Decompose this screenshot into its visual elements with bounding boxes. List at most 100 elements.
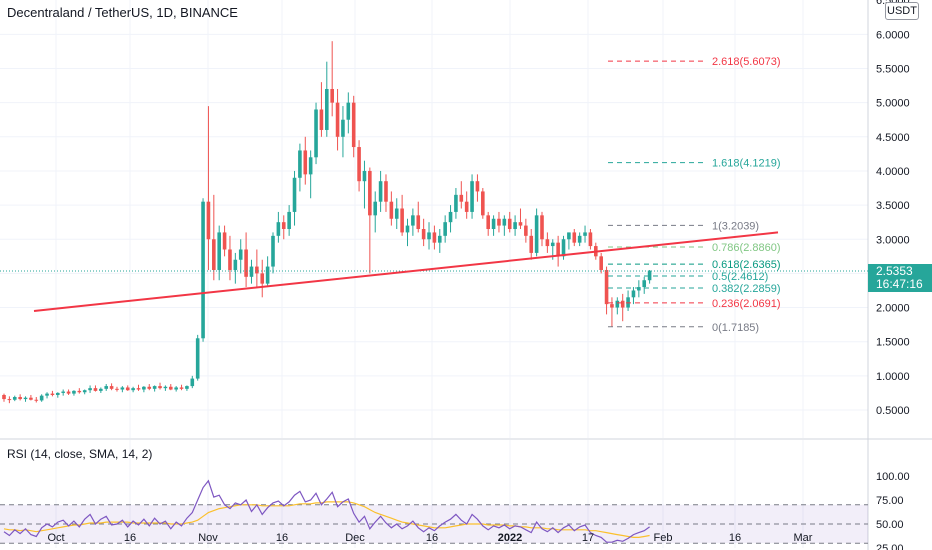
candle xyxy=(384,174,388,212)
time-axis[interactable]: Oct 16 Nov 16 Dec 16 2022 17 Feb 16 Mar xyxy=(47,532,812,544)
price-tick-label: 2.0000 xyxy=(876,303,910,315)
rsi-axis[interactable]: 100.00 75.00 50.00 25.00 xyxy=(876,471,910,550)
price-tick-label: 5.0000 xyxy=(876,98,910,110)
fib-level[interactable]: 0(1.7185) xyxy=(608,322,759,334)
fib-level-label: 1.618(4.1219) xyxy=(712,158,781,170)
candle xyxy=(583,225,587,243)
candle xyxy=(190,375,195,389)
candle xyxy=(524,218,528,243)
candle xyxy=(341,106,345,158)
time-tick-label: Feb xyxy=(654,532,673,544)
price-tick-label: 3.0000 xyxy=(876,234,910,246)
fib-level[interactable]: 0.786(2.8860) xyxy=(608,242,781,254)
candle xyxy=(308,150,313,199)
candle xyxy=(201,198,205,342)
candle xyxy=(497,211,501,233)
candle xyxy=(642,276,647,294)
fib-level[interactable]: 0.382(2.2859) xyxy=(608,283,781,295)
candle xyxy=(567,232,571,250)
fibonacci-levels[interactable]: 2.618(5.6073) 1.618(4.1219) 1(3.2039) 0.786… xyxy=(608,56,781,334)
candle xyxy=(238,239,243,274)
rsi-tick-label: 100.00 xyxy=(876,471,910,483)
candle xyxy=(437,229,442,253)
rsi-band xyxy=(0,504,868,544)
candle xyxy=(174,386,178,392)
candle xyxy=(45,392,49,399)
candle xyxy=(298,143,302,192)
candle xyxy=(147,384,152,391)
candle xyxy=(136,384,141,391)
candle xyxy=(405,218,410,247)
candle xyxy=(265,256,270,288)
candle xyxy=(481,188,485,219)
candle xyxy=(454,188,458,219)
fib-level-label: 0.618(2.6365) xyxy=(712,259,781,271)
price-tick-label: 1.0000 xyxy=(876,371,910,383)
candle xyxy=(18,394,22,401)
rsi-sma-line xyxy=(3,501,650,538)
trendline[interactable] xyxy=(33,231,779,312)
candle xyxy=(325,61,329,137)
candle xyxy=(411,208,415,236)
candle xyxy=(88,385,92,393)
last-price-tag: 2.5353 16:47:16 xyxy=(868,264,932,292)
fib-level[interactable]: 2.618(5.6073) xyxy=(608,56,781,68)
time-tick-label: 16 xyxy=(729,532,741,544)
candle xyxy=(249,259,254,284)
candle xyxy=(260,259,265,298)
candle xyxy=(195,334,200,381)
candle xyxy=(502,215,507,236)
candle xyxy=(394,198,399,230)
candle xyxy=(486,211,490,236)
candle xyxy=(233,252,238,284)
candle xyxy=(185,385,189,391)
candle xyxy=(77,388,82,394)
candle xyxy=(56,392,60,398)
candle xyxy=(615,297,620,315)
candle xyxy=(12,395,17,402)
rsi-tick-label: 75.00 xyxy=(876,495,904,507)
rsi-series xyxy=(3,479,650,543)
trendline-segment[interactable] xyxy=(33,231,779,312)
currency-badge[interactable]: USDT xyxy=(885,2,919,20)
candle xyxy=(2,393,6,402)
candle xyxy=(400,194,404,236)
candle xyxy=(99,387,103,393)
fib-level[interactable]: 0.618(2.6365) xyxy=(608,259,781,271)
rsi-line xyxy=(3,479,650,543)
time-tick-label: 16 xyxy=(426,532,438,544)
fib-level[interactable]: 0.236(2.0691) xyxy=(608,298,781,310)
candle xyxy=(287,205,291,236)
price-tick-label: 4.5000 xyxy=(876,132,910,144)
candle xyxy=(72,390,76,396)
candle xyxy=(7,396,12,404)
time-tick-label: Mar xyxy=(794,532,813,544)
candle xyxy=(556,235,560,267)
candle xyxy=(34,397,39,403)
candle xyxy=(29,394,33,401)
candle xyxy=(131,386,135,393)
candle xyxy=(276,211,281,243)
candle xyxy=(421,218,426,247)
candle xyxy=(427,222,431,250)
candle xyxy=(448,205,453,233)
candle xyxy=(389,191,394,226)
candle xyxy=(459,181,464,209)
candle xyxy=(120,386,125,393)
fib-level[interactable]: 1.618(4.1219) xyxy=(608,158,781,170)
candle xyxy=(529,229,534,260)
candle xyxy=(373,191,378,233)
chart-title: Decentraland / TetherUS, 1D, BINANCE xyxy=(7,5,238,20)
candle xyxy=(470,174,474,219)
candle xyxy=(163,385,168,391)
fib-level[interactable]: 0.5(2.4612) xyxy=(608,271,768,283)
price-axis[interactable]: 6.50006.00005.50005.00004.50004.00003.50… xyxy=(876,0,910,417)
candle xyxy=(168,384,173,391)
candlestick-series xyxy=(0,41,868,404)
candle xyxy=(540,211,544,247)
candle xyxy=(572,229,577,247)
candle xyxy=(319,82,324,137)
fib-level[interactable]: 1(3.2039) xyxy=(608,220,759,232)
candle xyxy=(125,385,130,391)
